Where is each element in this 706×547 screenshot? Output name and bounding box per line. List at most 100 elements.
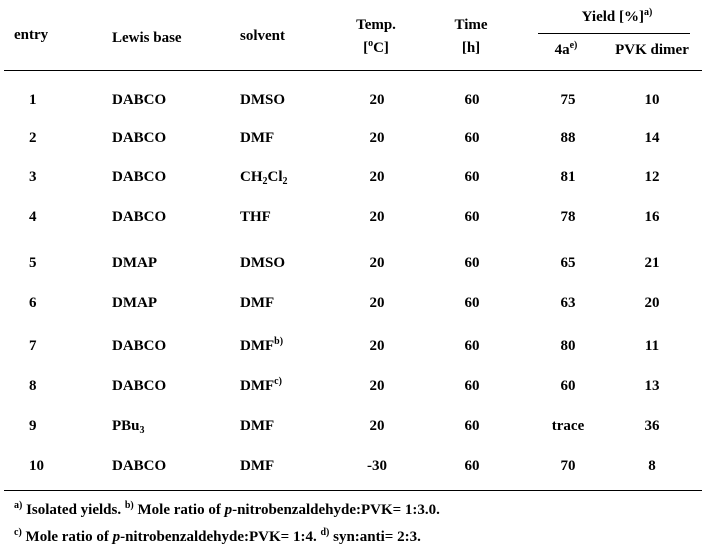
table-cell: 60 (464, 338, 480, 354)
text-run: o (368, 38, 374, 49)
table-cell: 81 (560, 169, 576, 185)
table-cell: 12 (644, 169, 660, 185)
column-header: solvent (240, 28, 285, 44)
table-cell: 8 (29, 378, 37, 394)
text-run: -nitrobenzaldehyde:PVK= 1:4. (120, 529, 321, 545)
text-run: a) (644, 7, 653, 18)
table-cell: 13 (644, 378, 660, 394)
text-run: DMF (240, 338, 275, 354)
column-header: Lewis base (112, 30, 182, 46)
text-run: c) (274, 376, 282, 387)
table-cell: 78 (560, 209, 576, 225)
text-run: 3 (139, 425, 145, 436)
table-cell: PBu3 (112, 417, 145, 436)
table-cell: DABCO (112, 92, 167, 108)
text-run: Mole ratio of (21, 529, 113, 545)
table-cell: DMFb) (240, 337, 283, 355)
text-run: Mole ratio of (133, 502, 225, 518)
table-cell: 20 (644, 295, 660, 311)
table-cell: 20 (369, 338, 385, 354)
text-run: 4a (554, 42, 570, 58)
table-cell: 6 (29, 295, 37, 311)
table-cell: 5 (29, 255, 37, 271)
text-run: e) (569, 40, 578, 51)
table-cell: 20 (369, 169, 385, 185)
table-cell: 11 (644, 338, 660, 354)
table-cell: 20 (369, 255, 385, 271)
table-cell: 65 (560, 255, 576, 271)
rule (4, 70, 702, 71)
table-cell: DMAP (112, 295, 157, 311)
table-cell: DMFc) (240, 377, 282, 395)
table-cell: -30 (367, 458, 387, 474)
text-run: [ (363, 40, 369, 56)
text-run: b) (124, 500, 134, 511)
text-run: c) (14, 527, 22, 538)
table-cell: 14 (644, 130, 660, 146)
text-run: d) (320, 527, 330, 538)
table-cell: DABCO (112, 378, 167, 394)
table-cell: CH2Cl2 (240, 168, 288, 187)
table-cell: 21 (644, 255, 660, 271)
table-cell: 60 (560, 378, 576, 394)
table-cell: 7 (29, 338, 37, 354)
table-cell: 16 (644, 209, 660, 225)
text-run: -nitrobenzaldehyde:PVK= 1:3.0. (232, 502, 440, 518)
table-cell: DMF (240, 418, 275, 434)
table-cell: DABCO (112, 209, 167, 225)
table-cell: 4 (29, 209, 37, 225)
table-cell: 20 (369, 378, 385, 394)
text-run: DMF (240, 378, 275, 394)
text-run: 2 (262, 176, 268, 187)
footnote: c) Mole ratio of p-nitrobenzaldehyde:PVK… (14, 528, 421, 546)
table-cell: DMF (240, 458, 275, 474)
footnote: a) Isolated yields. b) Mole ratio of p-n… (14, 501, 440, 519)
column-header: Time (454, 17, 488, 33)
table-cell: 63 (560, 295, 576, 311)
column-header: 4ae) (555, 41, 578, 59)
table-cell: 60 (464, 255, 480, 271)
table-cell: 88 (560, 130, 576, 146)
table-cell: trace (551, 418, 585, 434)
table-cell: DMF (240, 295, 275, 311)
table-cell: DMF (240, 130, 275, 146)
text-run: 2 (282, 176, 288, 187)
table-cell: 36 (644, 418, 660, 434)
table-cell: DABCO (112, 169, 167, 185)
table-cell: 2 (29, 130, 37, 146)
table-cell: 60 (464, 130, 480, 146)
text-run: Yield [%] (581, 9, 645, 25)
table-cell: 60 (464, 209, 480, 225)
table-cell: 60 (464, 169, 480, 185)
table-cell: THF (240, 209, 271, 225)
text-run: a) (14, 500, 23, 511)
text-run: p (112, 529, 121, 545)
table-cell: 10 (29, 458, 44, 474)
text-run: p (224, 502, 233, 518)
column-header: [h] (461, 40, 481, 56)
table-cell: 20 (369, 92, 385, 108)
table-cell: DABCO (112, 338, 167, 354)
column-header: [oC] (363, 39, 389, 57)
rule (4, 490, 702, 491)
table-cell: 8 (648, 458, 656, 474)
table-cell: DMSO (240, 255, 285, 271)
table-cell: 60 (464, 458, 480, 474)
table-cell: 20 (369, 209, 385, 225)
table-cell: 9 (29, 418, 37, 434)
table-cell: 60 (464, 295, 480, 311)
rule (538, 33, 690, 34)
column-header: entry (14, 27, 49, 43)
table-cell: 3 (29, 169, 37, 185)
table-cell: DMAP (112, 255, 157, 271)
text-run: b) (274, 336, 284, 347)
table-cell: 80 (560, 338, 576, 354)
text-run: CH (240, 169, 263, 185)
text-run: Isolated yields. (22, 502, 125, 518)
table-cell: 20 (369, 418, 385, 434)
table-cell: 70 (560, 458, 576, 474)
group-header: Yield [%]a) (582, 8, 653, 26)
table-cell: 20 (369, 130, 385, 146)
table-cell: 60 (464, 378, 480, 394)
column-header: Temp. (356, 17, 396, 33)
